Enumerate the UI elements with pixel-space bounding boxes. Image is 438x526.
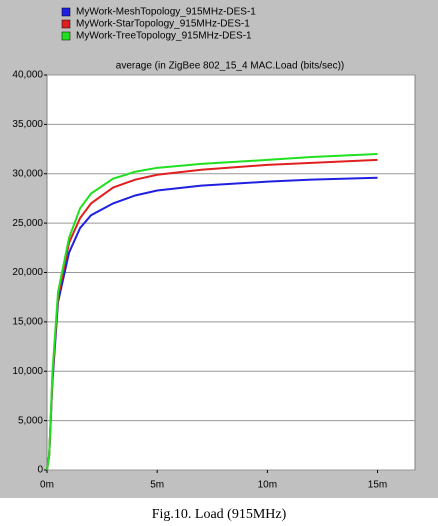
legend-label: MyWork-TreeTopology_915MHz-DES-1 [76, 31, 252, 42]
legend-label: MyWork-MeshTopology_915MHz-DES-1 [76, 7, 256, 18]
legend-swatch [61, 7, 71, 17]
y-tick-label: 15,000 [12, 317, 43, 328]
series-line [46, 153, 378, 471]
x-tick-label: 0m [40, 480, 54, 491]
x-tick-label: 10m [258, 480, 277, 491]
legend-swatch [61, 31, 71, 41]
y-tick-label: 0 [37, 465, 43, 476]
legend-label: MyWork-StarTopology_915MHz-DES-1 [76, 19, 250, 30]
x-tick-label: 5m [150, 480, 164, 491]
x-tick-label: 15m [368, 480, 387, 491]
y-tick-label: 20,000 [12, 267, 43, 278]
y-tick-label: 35,000 [12, 119, 43, 130]
y-tick-label: 25,000 [12, 218, 43, 229]
y-tick-label: 30,000 [12, 168, 43, 179]
y-tick-label: 40,000 [12, 70, 43, 81]
y-tick-label: 10,000 [12, 366, 43, 377]
chart-title: average (in ZigBee 802_15_4 MAC.Load (bi… [116, 61, 344, 72]
legend-swatch [61, 19, 71, 29]
y-tick-label: 5,000 [18, 415, 43, 426]
caption: Fig.10. Load (915MHz) [152, 507, 287, 522]
